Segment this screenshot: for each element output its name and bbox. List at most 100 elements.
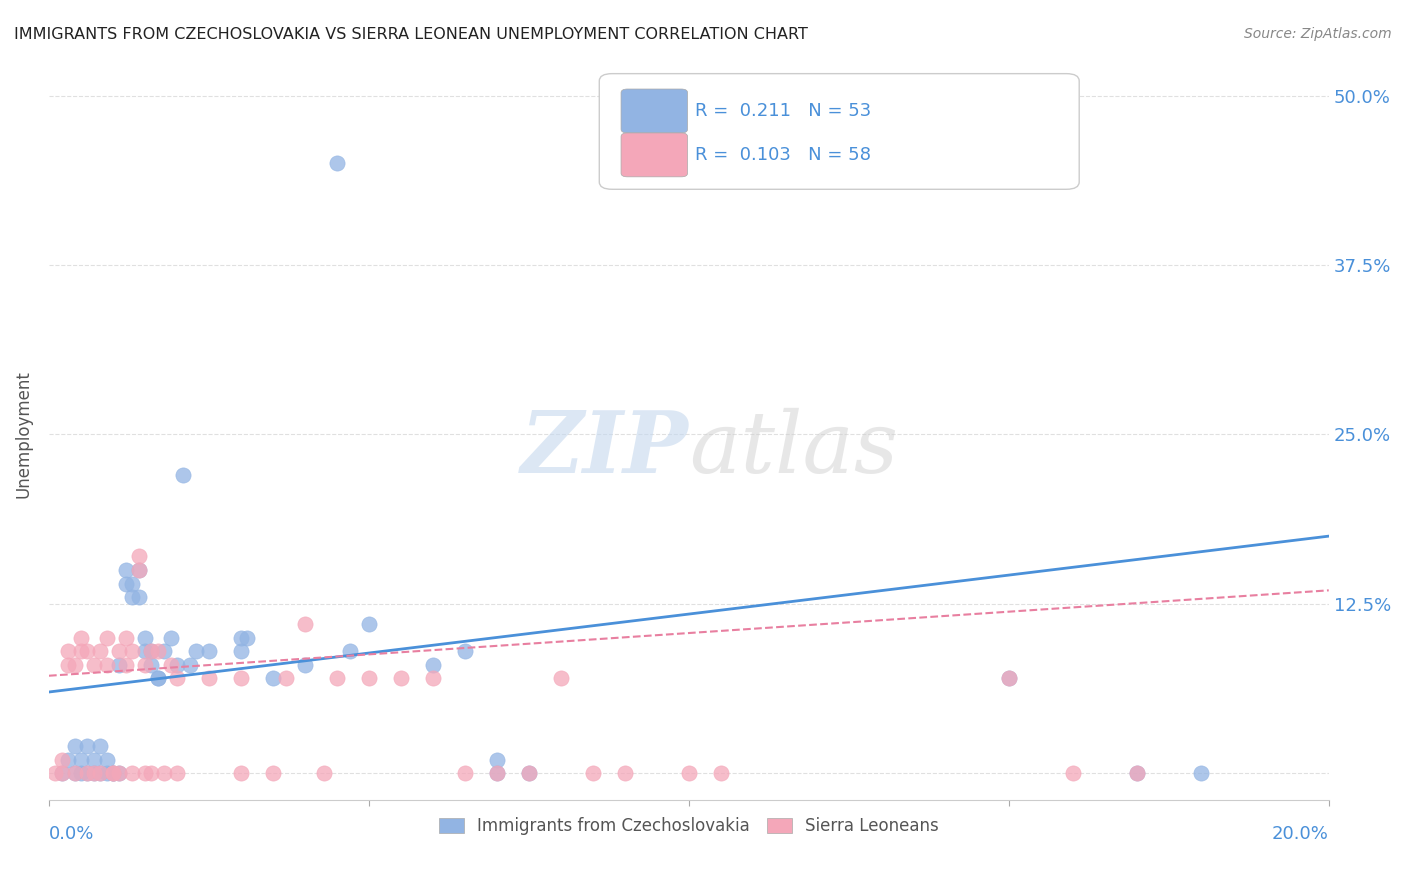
- Point: [101, 766, 124, 780]
- Point: [998, 672, 1021, 686]
- Point: [83, 766, 105, 780]
- Point: [121, 766, 143, 780]
- Point: [678, 766, 700, 780]
- Point: [128, 563, 150, 577]
- Point: [153, 766, 176, 780]
- Point: [357, 617, 380, 632]
- Point: [141, 657, 163, 672]
- Point: [262, 766, 284, 780]
- Text: 20.0%: 20.0%: [1272, 825, 1329, 843]
- Point: [121, 644, 143, 658]
- Text: R =  0.211   N = 53: R = 0.211 N = 53: [696, 102, 872, 120]
- Point: [101, 766, 124, 780]
- Point: [198, 644, 221, 658]
- Point: [63, 657, 86, 672]
- Point: [422, 657, 444, 672]
- Point: [101, 766, 124, 780]
- Point: [114, 563, 136, 577]
- Point: [76, 739, 98, 754]
- Point: [582, 766, 605, 780]
- Point: [710, 766, 733, 780]
- Point: [121, 590, 143, 604]
- Point: [63, 766, 86, 780]
- Point: [141, 766, 163, 780]
- Point: [114, 631, 136, 645]
- Point: [179, 657, 201, 672]
- Point: [70, 631, 93, 645]
- Point: [485, 753, 508, 767]
- Text: Source: ZipAtlas.com: Source: ZipAtlas.com: [1244, 27, 1392, 41]
- Text: R =  0.103   N = 58: R = 0.103 N = 58: [696, 146, 872, 164]
- Point: [613, 766, 636, 780]
- Point: [186, 644, 208, 658]
- Point: [159, 657, 181, 672]
- Point: [114, 576, 136, 591]
- Point: [83, 766, 105, 780]
- Point: [141, 644, 163, 658]
- Text: ZIP: ZIP: [522, 408, 689, 491]
- Point: [128, 549, 150, 564]
- Point: [153, 644, 176, 658]
- Point: [550, 672, 572, 686]
- Point: [166, 766, 188, 780]
- Point: [1189, 766, 1212, 780]
- Point: [51, 766, 73, 780]
- Point: [83, 657, 105, 672]
- Point: [454, 766, 477, 780]
- Point: [339, 644, 361, 658]
- Point: [108, 766, 131, 780]
- Point: [108, 766, 131, 780]
- Text: atlas: atlas: [689, 408, 898, 491]
- Point: [76, 766, 98, 780]
- Point: [294, 617, 316, 632]
- Point: [326, 156, 349, 170]
- FancyBboxPatch shape: [621, 89, 688, 133]
- Point: [229, 631, 252, 645]
- Point: [56, 657, 79, 672]
- Point: [454, 644, 477, 658]
- Text: IMMIGRANTS FROM CZECHOSLOVAKIA VS SIERRA LEONEAN UNEMPLOYMENT CORRELATION CHART: IMMIGRANTS FROM CZECHOSLOVAKIA VS SIERRA…: [14, 27, 808, 42]
- Point: [146, 644, 169, 658]
- Y-axis label: Unemployment: Unemployment: [15, 370, 32, 499]
- Point: [229, 672, 252, 686]
- Point: [141, 644, 163, 658]
- Point: [485, 766, 508, 780]
- Point: [121, 576, 143, 591]
- Point: [134, 657, 156, 672]
- Point: [134, 631, 156, 645]
- Point: [314, 766, 336, 780]
- Point: [70, 644, 93, 658]
- Point: [517, 766, 540, 780]
- Point: [114, 657, 136, 672]
- Point: [1062, 766, 1084, 780]
- Point: [262, 672, 284, 686]
- Point: [89, 644, 111, 658]
- Point: [422, 672, 444, 686]
- Point: [274, 672, 297, 686]
- Point: [89, 739, 111, 754]
- Point: [159, 631, 181, 645]
- Point: [229, 766, 252, 780]
- Text: 0.0%: 0.0%: [49, 825, 94, 843]
- Point: [128, 563, 150, 577]
- Point: [96, 631, 118, 645]
- Legend: Immigrants from Czechoslovakia, Sierra Leoneans: Immigrants from Czechoslovakia, Sierra L…: [430, 809, 948, 843]
- Point: [134, 766, 156, 780]
- Point: [166, 672, 188, 686]
- Point: [146, 672, 169, 686]
- Point: [134, 644, 156, 658]
- Point: [101, 766, 124, 780]
- Point: [1126, 766, 1149, 780]
- Point: [56, 753, 79, 767]
- Point: [998, 672, 1021, 686]
- Point: [96, 657, 118, 672]
- Point: [108, 644, 131, 658]
- Point: [89, 766, 111, 780]
- Point: [70, 753, 93, 767]
- Point: [326, 672, 349, 686]
- Point: [166, 657, 188, 672]
- Point: [51, 766, 73, 780]
- Point: [294, 657, 316, 672]
- Point: [70, 766, 93, 780]
- Point: [389, 672, 412, 686]
